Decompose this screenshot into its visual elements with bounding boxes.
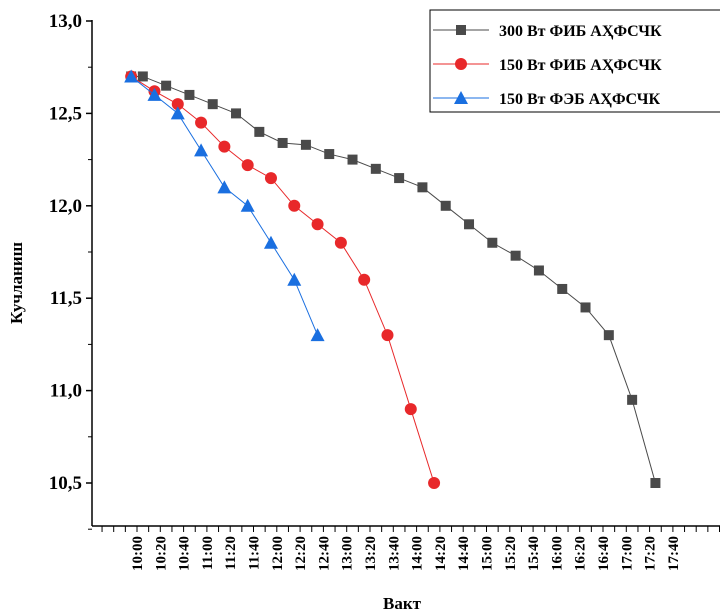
data-point [627, 394, 638, 405]
data-point [310, 328, 325, 342]
data-point [184, 89, 195, 100]
data-point [557, 283, 568, 294]
legend-label: 150 Вт ФИБ АҲФСЧК [499, 57, 662, 74]
data-point [650, 478, 661, 488]
x-tick-label: 12:40 [316, 536, 332, 571]
x-tick-label: 12:00 [270, 536, 286, 571]
x-tick-label: 13:20 [363, 536, 379, 571]
data-point [277, 137, 288, 148]
x-tick-label: 16:20 [573, 536, 589, 571]
legend-box [429, 9, 720, 113]
x-tick-label: 13:00 [340, 536, 356, 571]
legend-marker [454, 91, 468, 104]
data-point [171, 98, 184, 111]
data-point [170, 106, 185, 120]
x-tick-label: 12:20 [293, 536, 309, 571]
data-point [207, 99, 218, 110]
legend-marker [456, 25, 466, 35]
x-tick-label: 15:40 [526, 536, 542, 571]
data-point [287, 272, 302, 286]
y-axis-title: Кучланиш [7, 242, 26, 324]
x-tick-label: 10:00 [130, 536, 146, 571]
data-point [240, 198, 255, 212]
series-1 [126, 71, 661, 488]
data-point [487, 237, 498, 248]
data-point [324, 149, 335, 160]
x-tick-label: 14:20 [433, 536, 449, 571]
series-line [131, 75, 656, 484]
legend-marker [455, 58, 467, 70]
data-point [147, 87, 162, 101]
data-point [394, 173, 405, 184]
data-point [263, 235, 278, 249]
x-axis-ticks: 10:00 10:20 10:40 11:00 11:20 11:40 12:00 12:20… [101, 526, 720, 571]
data-point [533, 265, 544, 276]
x-tick-label: 10:40 [177, 536, 193, 571]
x-tick-label: 11:20 [223, 536, 239, 570]
data-point [231, 108, 242, 119]
data-point [358, 273, 371, 286]
data-point [347, 154, 358, 165]
data-point [603, 330, 614, 341]
x-tick-label: 17:40 [666, 536, 682, 571]
x-axis-title: Вакт [383, 594, 422, 613]
data-point [137, 71, 148, 82]
data-point [195, 116, 208, 129]
data-point [464, 219, 475, 230]
data-point [241, 159, 254, 172]
legend-label: 150 Вт ФЭБ АҲФСЧК [499, 91, 660, 108]
legend-label: 300 Вт ФИБ АҲФСЧК [499, 23, 662, 40]
x-tick-label: 14:40 [456, 536, 472, 571]
data-point [124, 69, 139, 83]
legend: 300 Вт ФИБ АҲФСЧК 150 Вт ФИБ АҲФСЧК 150 Вт… [429, 9, 720, 113]
data-point [580, 302, 591, 313]
y-tick-label: 13,0 [49, 11, 82, 32]
series-line [130, 76, 435, 484]
y-tick-label: 12,0 [49, 196, 82, 217]
data-point [440, 200, 451, 211]
data-point [194, 143, 209, 157]
data-point [510, 250, 521, 261]
legend-items: 300 Вт ФИБ АҲФСЧК 150 Вт ФИБ АҲФСЧК 150 Вт… [433, 23, 662, 108]
x-tick-label: 13:40 [386, 536, 402, 571]
data-point [264, 172, 277, 185]
data-point [218, 140, 231, 153]
data-point [428, 477, 441, 489]
data-point [381, 329, 394, 342]
x-tick-label: 16:40 [596, 536, 612, 571]
data-point [311, 218, 324, 231]
x-tick-label: 11:40 [247, 536, 263, 570]
x-tick-label: 16:00 [549, 536, 565, 571]
x-tick-label: 15:00 [480, 536, 496, 571]
y-tick-label: 10,5 [49, 473, 82, 494]
y-tick-label: 11,5 [50, 288, 82, 309]
data-point [300, 139, 311, 150]
data-point [217, 180, 232, 194]
series-layer [124, 69, 661, 489]
data-point [334, 236, 347, 249]
series-2 [125, 70, 441, 489]
x-tick-label: 10:20 [153, 536, 169, 571]
x-tick-label: 14:00 [410, 536, 426, 571]
y-axis-ticks: 13,0 12,5 12,0 11,5 11,0 10,5 [49, 11, 92, 530]
y-tick-label: 12,5 [49, 103, 82, 124]
data-point [417, 182, 428, 193]
data-point [288, 199, 301, 212]
x-tick-label: 11:00 [200, 536, 216, 570]
data-point [370, 163, 381, 174]
y-tick-label: 11,0 [50, 381, 82, 402]
x-tick-label: 17:20 [643, 536, 659, 571]
data-point [254, 126, 265, 137]
data-point [404, 403, 417, 416]
x-tick-label: 17:00 [619, 536, 635, 571]
x-tick-label: 15:20 [503, 536, 519, 571]
data-point [161, 80, 172, 91]
series-3 [124, 69, 325, 342]
